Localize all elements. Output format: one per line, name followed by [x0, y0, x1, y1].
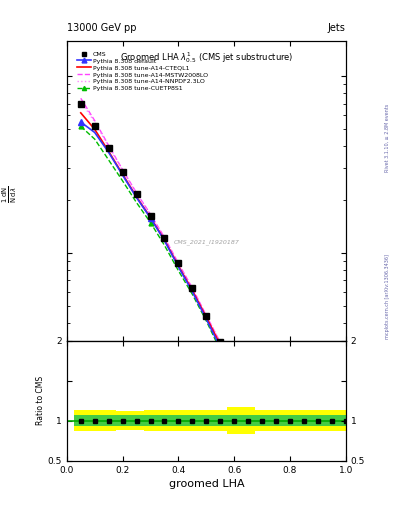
Bar [102, 415, 116, 426]
Bar [311, 411, 325, 431]
Bar [116, 412, 130, 430]
Bar [102, 411, 116, 431]
Bar [227, 415, 241, 426]
Bar [185, 415, 199, 426]
Text: Rivet 3.1.10, ≥ 2.8M events: Rivet 3.1.10, ≥ 2.8M events [385, 104, 389, 173]
Bar [171, 415, 185, 426]
Bar [143, 411, 158, 431]
Bar [269, 415, 283, 426]
Y-axis label: Ratio to CMS: Ratio to CMS [36, 376, 45, 425]
Bar [297, 411, 311, 431]
Bar [88, 411, 102, 431]
Text: CMS_2021_I1920187: CMS_2021_I1920187 [173, 239, 239, 245]
Text: Jets: Jets [328, 23, 346, 33]
Bar [255, 415, 269, 426]
Bar [171, 411, 185, 431]
Bar [74, 411, 88, 431]
Bar [241, 415, 255, 426]
Text: mcplots.cern.ch [arXiv:1306.3436]: mcplots.cern.ch [arXiv:1306.3436] [385, 254, 389, 339]
Text: Groomed LHA $\lambda^{1}_{0.5}$ (CMS jet substructure): Groomed LHA $\lambda^{1}_{0.5}$ (CMS jet… [119, 50, 293, 65]
Bar [213, 411, 227, 431]
Bar [241, 408, 255, 434]
Bar [227, 408, 241, 434]
Bar [325, 415, 339, 426]
Bar [116, 415, 130, 426]
Bar [158, 415, 171, 426]
Bar [339, 415, 353, 426]
Bar [311, 415, 325, 426]
Bar [130, 412, 143, 430]
Text: 13000 GeV pp: 13000 GeV pp [67, 23, 136, 33]
Bar [199, 415, 213, 426]
Bar [185, 411, 199, 431]
Bar [283, 415, 297, 426]
Bar [130, 415, 143, 426]
Bar [297, 415, 311, 426]
Bar [88, 415, 102, 426]
Bar [158, 411, 171, 431]
Bar [199, 411, 213, 431]
Bar [255, 411, 269, 431]
X-axis label: groomed LHA: groomed LHA [169, 479, 244, 489]
Text: $\frac{1}{\mathrm{N}}\frac{\mathrm{d}\mathrm{N}}{\mathrm{d}\,\lambda}$: $\frac{1}{\mathrm{N}}\frac{\mathrm{d}\ma… [1, 186, 19, 203]
Bar [269, 411, 283, 431]
Bar [143, 415, 158, 426]
Legend: CMS, Pythia 8.308 default, Pythia 8.308 tune-A14-CTEQL1, Pythia 8.308 tune-A14-M: CMS, Pythia 8.308 default, Pythia 8.308 … [75, 50, 209, 93]
Bar [74, 415, 88, 426]
Bar [283, 411, 297, 431]
Bar [213, 415, 227, 426]
Bar [325, 411, 339, 431]
Bar [339, 411, 353, 431]
